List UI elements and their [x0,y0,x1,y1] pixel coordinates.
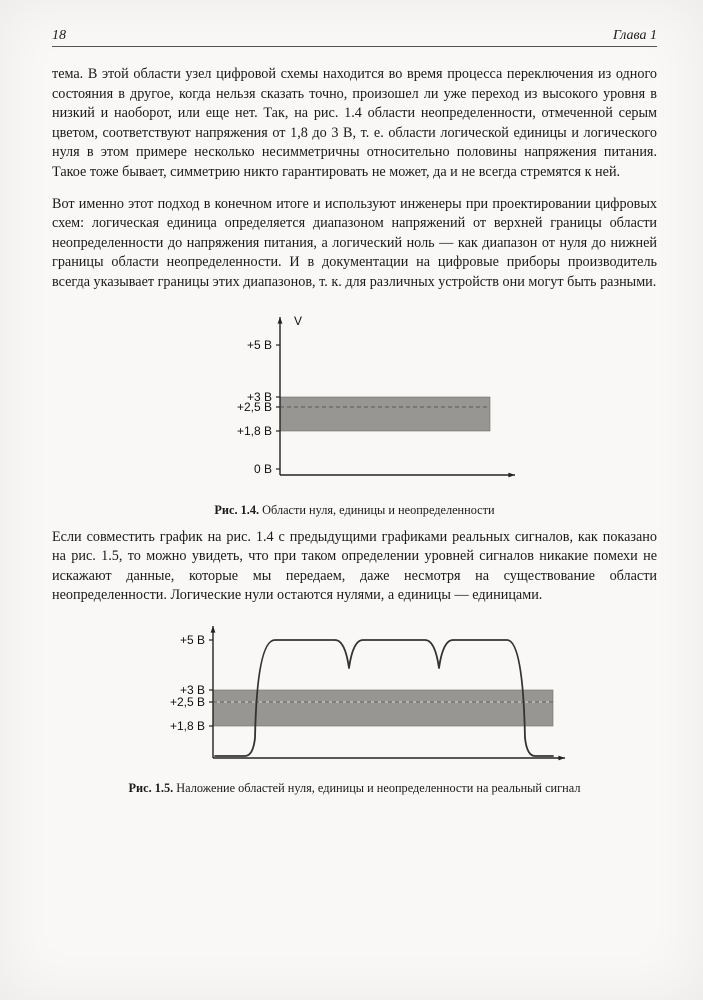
figure-1-4-caption: Рис. 1.4. Области нуля, единицы и неопре… [214,503,494,518]
figure-1-4-caption-bold: Рис. 1.4. [214,503,259,517]
figure-1-4: +5 В+3 В+2,5 В+1,8 В0 ВV Рис. 1.4. Облас… [52,305,657,518]
svg-text:+2,5 В: +2,5 В [236,400,271,414]
page-header: 18 Глава 1 [52,28,657,47]
figure-1-5-caption-bold: Рис. 1.5. [129,781,174,795]
figure-1-5-caption: Рис. 1.5. Наложение областей нуля, едини… [129,781,581,796]
figure-1-5-caption-text: Наложение областей нуля, единицы и неопр… [173,781,580,795]
paragraph-3: Если совместить график на рис. 1.4 с пре… [52,528,657,606]
svg-text:+1,8 В: +1,8 В [236,424,271,438]
page: 18 Глава 1 тема. В этой области узел циф… [0,0,703,1000]
paragraph-1: тема. В этой области узел цифровой схемы… [52,65,657,183]
page-number: 18 [52,28,66,44]
svg-text:+5 В: +5 В [246,338,271,352]
svg-text:V: V [294,314,302,328]
figure-1-4-caption-text: Области нуля, единицы и неопределенности [259,503,495,517]
figure-1-4-svg: +5 В+3 В+2,5 В+1,8 В0 ВV [185,305,525,495]
svg-text:+2,5 В: +2,5 В [169,695,204,709]
svg-text:0 В: 0 В [253,462,271,476]
chapter-label: Глава 1 [613,28,657,44]
svg-text:+1,8 В: +1,8 В [169,719,204,733]
figure-1-5-svg: +5 В+3 В+2,5 В+1,8 В [135,618,575,773]
paragraph-2: Вот именно этот подход в конечном итоге … [52,195,657,293]
svg-text:+5 В: +5 В [179,633,204,647]
figure-1-5: +5 В+3 В+2,5 В+1,8 В Рис. 1.5. Наложение… [52,618,657,796]
